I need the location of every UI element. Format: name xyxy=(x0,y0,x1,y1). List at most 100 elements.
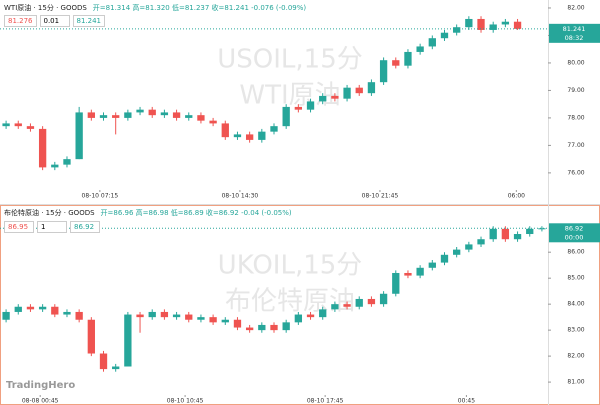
candle-body xyxy=(75,311,83,320)
candle-body xyxy=(428,38,436,47)
candle-body xyxy=(112,366,120,370)
candle-body xyxy=(258,131,266,140)
candle-body xyxy=(477,18,485,30)
candle-body xyxy=(14,306,22,312)
candle-body xyxy=(428,262,436,268)
candle-body xyxy=(63,311,71,315)
candle-body xyxy=(355,87,363,94)
y-tick-label: 76.00 xyxy=(567,169,584,176)
candle-body xyxy=(51,164,59,168)
last-price: 86.92 xyxy=(565,224,584,232)
candle-body xyxy=(160,311,169,318)
candle-body xyxy=(416,267,424,276)
candle-body xyxy=(367,298,376,305)
y-tick-label: 81.00 xyxy=(567,379,584,386)
candle-body xyxy=(270,324,278,331)
qty-box[interactable]: 0.01 xyxy=(39,15,70,27)
y-tick-label: 82.00 xyxy=(567,4,584,11)
candle-body xyxy=(331,95,339,99)
candle-body xyxy=(489,228,497,240)
ohlc: 开=81.314 高=81.320 低=81.237 收=81.241 -0.0… xyxy=(92,4,307,12)
candle-body xyxy=(392,60,400,66)
ohlc: 开=86.96 高=86.98 低=86.89 收=86.92 -0.04 (-… xyxy=(100,209,292,217)
candle-body xyxy=(379,293,388,305)
qty-box[interactable]: 1 xyxy=(37,221,67,233)
candle-body xyxy=(38,128,47,168)
candle-body xyxy=(343,304,351,307)
candle-body xyxy=(112,115,120,118)
sell-box[interactable]: 86.95 xyxy=(4,221,34,233)
last-price-tag xyxy=(549,23,600,43)
candle-body xyxy=(75,112,83,160)
buy-box[interactable]: 86.92 xyxy=(70,221,100,233)
buy-box[interactable]: 81.241 xyxy=(72,15,105,27)
candle-body xyxy=(245,327,254,331)
candle-body xyxy=(2,311,10,320)
candle-body xyxy=(440,32,449,39)
y-tick-label: 83.00 xyxy=(567,327,584,334)
symbol[interactable]: WTI原油 · 15分 · GOODS xyxy=(4,4,87,12)
symbol[interactable]: 布伦特原油 · 15分 · GOODS xyxy=(4,209,95,217)
candle-body xyxy=(245,134,254,140)
candle-body xyxy=(343,87,351,99)
candle-body xyxy=(185,314,193,320)
last-price: 81.241 xyxy=(563,25,586,33)
candle-body xyxy=(233,319,242,328)
y-tick-label: 86.00 xyxy=(567,249,584,256)
candle-body xyxy=(392,272,400,294)
candle-body xyxy=(197,317,205,320)
x-tick-label: 00:45 xyxy=(458,398,475,405)
candle-body xyxy=(282,106,290,127)
candle-body xyxy=(501,21,510,25)
y-tick-label: 82.00 xyxy=(567,353,584,360)
candle-body xyxy=(148,109,156,116)
sell-box[interactable]: 81.276 xyxy=(4,15,37,27)
candle-body xyxy=(172,314,181,318)
candle-body xyxy=(270,126,278,132)
candle-body xyxy=(14,123,22,127)
candle-body xyxy=(404,272,412,276)
candle-body xyxy=(124,314,132,367)
candle-body xyxy=(63,159,71,165)
x-tick-label: 08-08 00:45 xyxy=(22,398,59,405)
candle-body xyxy=(87,112,95,118)
candle-body xyxy=(306,314,315,318)
candle-body xyxy=(440,254,449,263)
x-tick-label: 08-10 10:45 xyxy=(167,398,204,405)
candle-body xyxy=(379,60,388,83)
quote-boxes: 86.95 1 86.92 xyxy=(4,221,100,233)
candle-body xyxy=(124,112,132,118)
candle-body xyxy=(282,322,290,331)
header: 布伦特原油 · 15分 · GOODS 开=86.96 高=86.98 低=86… xyxy=(4,208,292,218)
last-time: 00:00 xyxy=(565,233,584,241)
candle-body xyxy=(258,324,266,331)
candle-body xyxy=(221,123,229,138)
candle-body xyxy=(209,120,217,124)
brand: TradingHero xyxy=(6,380,76,391)
watermark: UKOIL,15分 xyxy=(218,251,363,281)
last-time: 08:32 xyxy=(565,34,584,42)
x-tick-label: 08-10 14:30 xyxy=(222,193,259,200)
candle-body xyxy=(294,106,303,110)
x-tick-label: 08-10 07:15 xyxy=(82,193,119,200)
candle-body xyxy=(26,306,35,310)
candle-body xyxy=(319,95,327,102)
watermark-name: WTI原油 xyxy=(239,81,340,111)
candle-body xyxy=(453,27,461,33)
candle-body xyxy=(465,18,473,28)
y-tick-label: 78.00 xyxy=(567,114,584,121)
candle-body xyxy=(404,51,412,66)
x-tick-label: 08-10 21:45 xyxy=(362,193,399,200)
candle-body xyxy=(355,298,363,307)
y-tick-label: 77.00 xyxy=(567,142,584,149)
candle-body xyxy=(38,306,47,310)
x-tick-label: 06:00 xyxy=(508,193,525,200)
candle-body xyxy=(185,115,193,118)
candle-body xyxy=(501,228,510,240)
x-tick-label: 08-10 17:45 xyxy=(307,398,344,405)
candle-body xyxy=(513,234,522,240)
candle-body xyxy=(99,353,108,370)
candle-body xyxy=(526,228,534,235)
